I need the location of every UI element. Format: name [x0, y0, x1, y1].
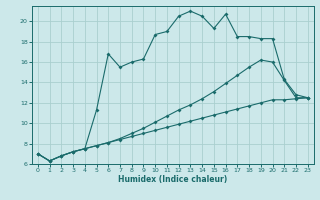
X-axis label: Humidex (Indice chaleur): Humidex (Indice chaleur) [118, 175, 228, 184]
